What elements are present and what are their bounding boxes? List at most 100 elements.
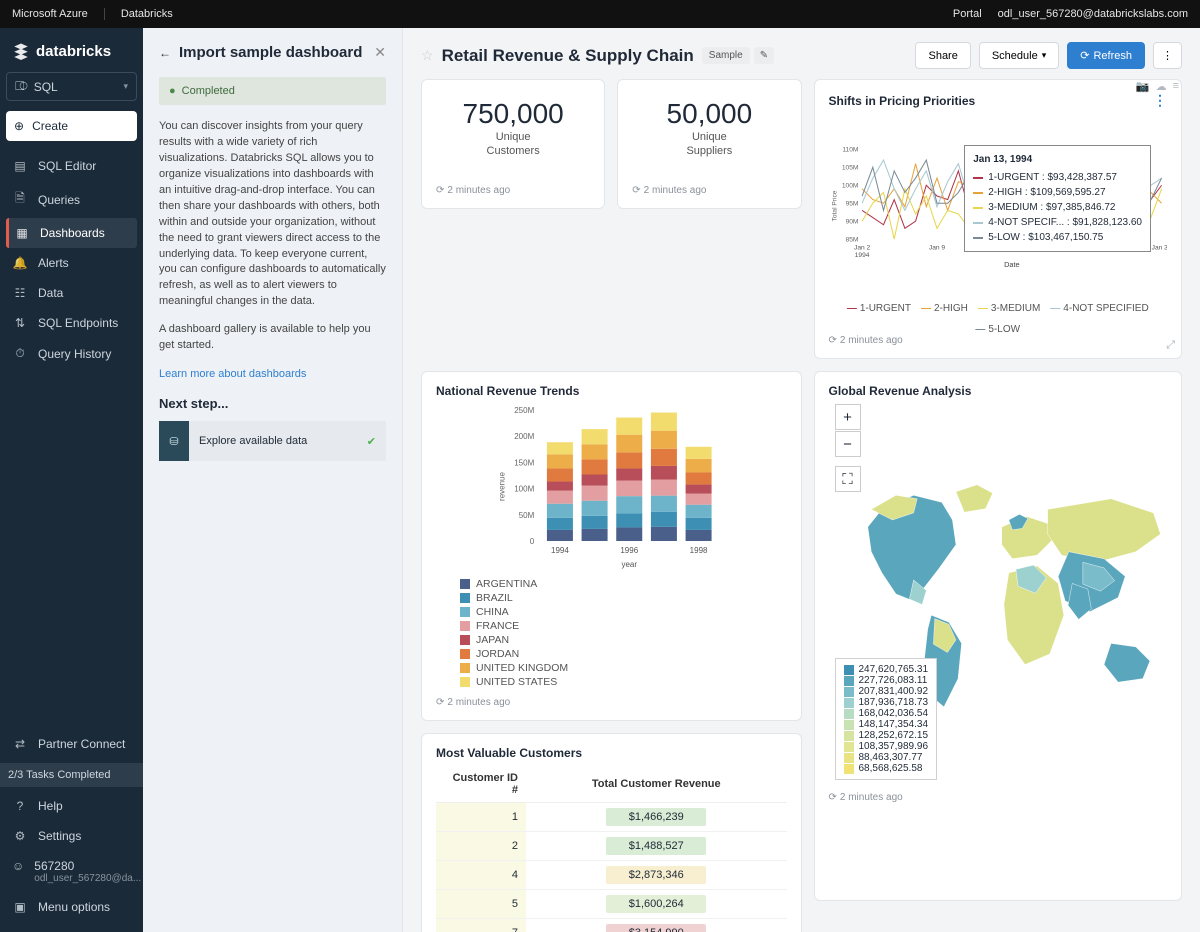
svg-text:1996: 1996: [620, 546, 638, 555]
nav-endpoints[interactable]: ⇅SQL Endpoints: [6, 308, 137, 338]
clock-icon: ⟳: [632, 185, 640, 196]
chevron-down-icon: ▾: [1042, 50, 1047, 61]
table-row[interactable]: 2$1,488,527: [436, 832, 787, 861]
explore-data-row[interactable]: ⛁ Explore available data ✔: [159, 421, 386, 461]
azure-topbar: Microsoft Azure Databricks Portal odl_us…: [0, 0, 1200, 28]
svg-text:90M: 90M: [845, 218, 858, 225]
share-button[interactable]: Share: [915, 42, 970, 69]
svg-text:110M: 110M: [842, 147, 858, 154]
nav-menu[interactable]: ▣Menu options: [6, 892, 137, 922]
stat-suppliers: 50,000 UniqueSuppliers ⟳2 minutes ago: [617, 79, 801, 209]
table-row[interactable]: 7$3,154,990: [436, 919, 787, 932]
explore-icon: ⛁: [159, 421, 189, 461]
learn-more-link[interactable]: Learn more about dashboards: [159, 368, 306, 380]
nav-queries[interactable]: 🗎Queries: [6, 181, 137, 218]
col-customer-id[interactable]: Customer ID #: [436, 766, 526, 803]
bell-icon: 🔔: [12, 256, 28, 270]
dashboard-header: ☆ Retail Revenue & Supply Chain Sample ✎…: [403, 28, 1200, 79]
table-row[interactable]: 1$1,466,239: [436, 803, 787, 832]
svg-text:revenue: revenue: [497, 472, 506, 501]
svg-text:200M: 200M: [514, 432, 534, 441]
camera-icon[interactable]: 📷: [1136, 80, 1150, 93]
customers-table-card: Most Valuable Customers Customer ID # To…: [421, 733, 802, 932]
col-revenue[interactable]: Total Customer Revenue: [526, 766, 787, 803]
favorite-star-icon[interactable]: ☆: [421, 47, 434, 64]
back-icon[interactable]: ←: [159, 46, 171, 60]
check-circle-icon: ✔: [367, 435, 386, 448]
nav-sql-editor[interactable]: ▤SQL Editor: [6, 151, 137, 181]
edit-title-icon[interactable]: ✎: [754, 47, 774, 64]
table-row[interactable]: 5$1,600,264: [436, 890, 787, 919]
svg-text:150M: 150M: [514, 458, 534, 467]
refresh-icon: ⟳: [1080, 49, 1089, 62]
clock-icon: ⏱: [12, 346, 28, 361]
pricing-chart-card: Shifts in Pricing Priorities⋮ 📷 ☁ ≡ 110M…: [814, 79, 1183, 359]
svg-text:Total Price: Total Price: [831, 190, 838, 221]
svg-text:1998: 1998: [690, 546, 708, 555]
data-icon: ☷: [12, 286, 28, 300]
fullscreen-button[interactable]: ⛶: [835, 466, 861, 492]
nav-settings[interactable]: ⚙Settings: [6, 821, 137, 851]
pricing-legend: 1-URGENT 2-HIGH 3-MEDIUM 4-NOT SPECIFIED…: [829, 303, 1168, 335]
bars-icon[interactable]: ≡: [1173, 80, 1179, 93]
next-step-heading: Next step...: [159, 396, 386, 411]
brand[interactable]: databricks: [6, 38, 137, 72]
svg-text:Date: Date: [1004, 260, 1020, 269]
svg-text:105M: 105M: [841, 165, 858, 172]
sidebar: databricks ⎄ SQL ▾ ⊕ Create ▤SQL Editor …: [0, 28, 143, 932]
svg-text:50M: 50M: [519, 511, 535, 520]
chart-tooltip: Jan 13, 19941-URGENT : $93,428,387.572-H…: [964, 145, 1151, 252]
plus-icon: ⊕: [14, 119, 24, 133]
gear-icon: ⚙: [12, 829, 28, 843]
clock-icon: ⟳: [829, 335, 837, 346]
svg-text:Jan 2: Jan 2: [854, 244, 870, 251]
expand-icon[interactable]: ⤢: [1166, 339, 1175, 352]
import-gallery-note: A dashboard gallery is available to help…: [159, 322, 386, 354]
card-menu-icon[interactable]: ⋮: [1153, 92, 1167, 109]
svg-text:100M: 100M: [514, 485, 534, 494]
chevron-down-icon: ▾: [123, 81, 128, 92]
clock-icon: ⟳: [436, 185, 444, 196]
nav-dashboards[interactable]: ▦Dashboards: [6, 218, 137, 248]
cloud-icon[interactable]: ☁: [1156, 80, 1167, 93]
databricks-label: Databricks: [121, 8, 189, 20]
clock-icon: ⟳: [829, 792, 837, 803]
svg-text:Jan 9: Jan 9: [928, 244, 944, 251]
svg-text:95M: 95M: [845, 200, 858, 207]
close-icon[interactable]: ✕: [374, 44, 386, 61]
svg-text:1994: 1994: [551, 546, 569, 555]
sql-icon: ⎄: [15, 79, 28, 94]
portal-link[interactable]: Portal: [953, 8, 982, 20]
tasks-completed[interactable]: 2/3 Tasks Completed: [0, 763, 143, 787]
menu-icon: ▣: [12, 900, 28, 914]
nav-partner[interactable]: ⇄Partner Connect: [6, 729, 137, 759]
svg-text:0: 0: [530, 537, 535, 546]
zoom-out-button[interactable]: −: [835, 431, 861, 457]
refresh-button[interactable]: ⟳Refresh: [1067, 42, 1145, 69]
nav-help[interactable]: ?Help: [6, 791, 137, 821]
azure-label: Microsoft Azure: [12, 8, 105, 20]
nav-history[interactable]: ⏱Query History: [6, 338, 137, 369]
import-description: You can discover insights from your quer…: [159, 119, 386, 310]
world-map[interactable]: + − ⛶ 247,620,765.31227,726,083.11207,83…: [829, 404, 1168, 784]
schedule-button[interactable]: Schedule▾: [979, 42, 1059, 69]
editor-icon: ▤: [12, 159, 28, 173]
databricks-logo-icon: [12, 42, 30, 60]
import-panel: ← Import sample dashboard ✕ ● Completed …: [143, 28, 403, 932]
nav-user[interactable]: ☺ 567280odl_user_567280@da...: [6, 851, 137, 892]
zoom-in-button[interactable]: +: [835, 404, 861, 430]
svg-text:1994: 1994: [854, 252, 869, 259]
map-card: Global Revenue Analysis + − ⛶ 247,620,76…: [814, 371, 1183, 901]
create-button[interactable]: ⊕ Create: [6, 111, 137, 141]
nav-data[interactable]: ☷Data: [6, 278, 137, 308]
user-email[interactable]: odl_user_567280@databrickslabs.com: [998, 8, 1188, 20]
revenue-legend: ARGENTINABRAZILCHINAFRANCEJAPANJORDANUNI…: [460, 577, 787, 689]
nav-alerts[interactable]: 🔔Alerts: [6, 248, 137, 278]
table-row[interactable]: 4$2,873,346: [436, 861, 787, 890]
sql-persona-select[interactable]: ⎄ SQL ▾: [6, 72, 137, 101]
more-button[interactable]: ⋮: [1153, 42, 1182, 69]
svg-text:year: year: [621, 560, 637, 569]
endpoints-icon: ⇅: [12, 316, 28, 330]
revenue-chart-card: National Revenue Trends 250M200M150M100M…: [421, 371, 802, 721]
svg-text:100M: 100M: [841, 182, 858, 189]
